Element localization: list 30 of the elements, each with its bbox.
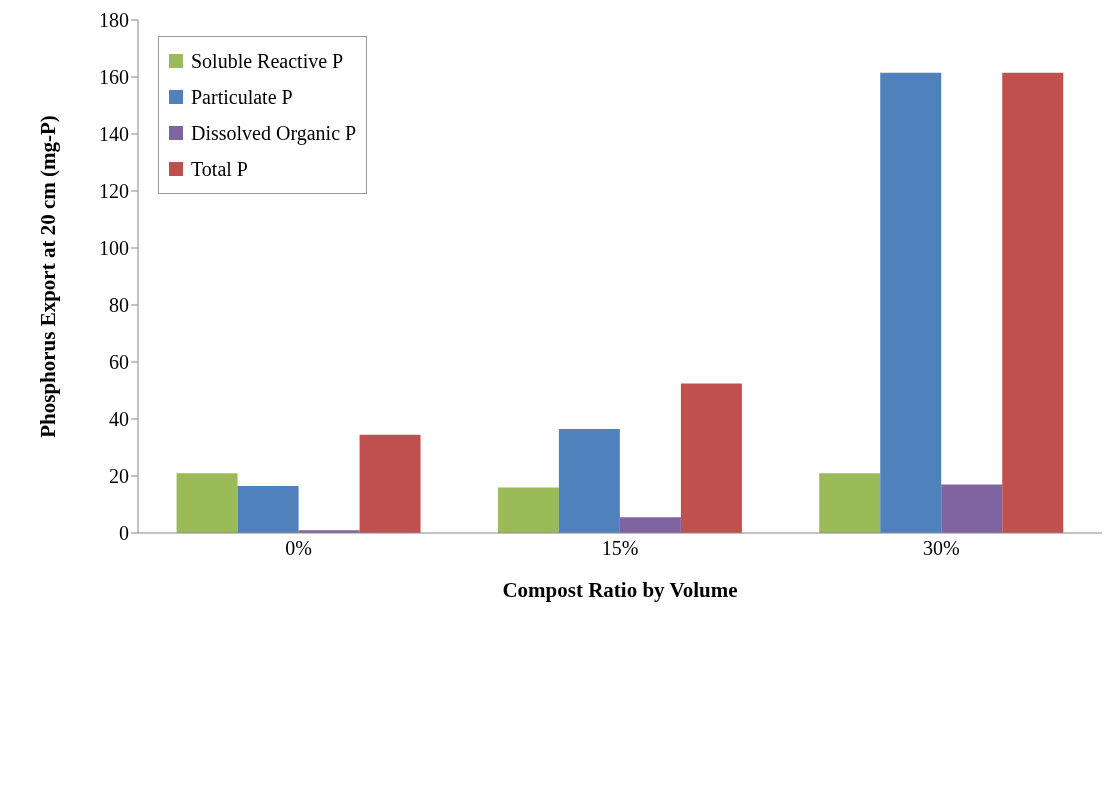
- y-tick-label: 180: [99, 9, 129, 32]
- legend-label: Total P: [191, 157, 248, 182]
- bar: [819, 473, 881, 533]
- y-tick-label: 20: [109, 465, 129, 488]
- y-tick-label: 140: [99, 123, 129, 146]
- y-tick-label: 120: [99, 180, 129, 203]
- y-tick-label: 60: [109, 351, 129, 374]
- y-tick-label: 40: [109, 408, 129, 431]
- x-tick-label: 15%: [601, 537, 639, 560]
- bar: [176, 473, 238, 533]
- bar: [941, 484, 1003, 533]
- x-tick-label: 0%: [285, 537, 312, 560]
- bar: [680, 383, 742, 533]
- bar: [497, 487, 559, 533]
- legend-label: Soluble Reactive P: [191, 49, 344, 74]
- y-axis-title: Phosphorus Export at 20 cm (mg-P): [36, 115, 61, 438]
- bar: [237, 485, 299, 533]
- bar: [619, 517, 681, 533]
- y-tick-label: 80: [109, 294, 129, 317]
- x-tick-label: 30%: [923, 537, 960, 560]
- x-axis-title: Compost Ratio by Volume: [502, 578, 738, 602]
- bar: [558, 428, 620, 533]
- y-tick-label: 100: [99, 237, 129, 260]
- y-tick-label: 0: [119, 522, 129, 545]
- y-tick-label: 160: [99, 66, 129, 89]
- bar: [880, 72, 942, 533]
- legend-label: Particulate P: [191, 85, 293, 110]
- bar: [359, 434, 421, 533]
- bar: [1002, 72, 1064, 533]
- legend-label: Dissolved Organic P: [191, 121, 357, 147]
